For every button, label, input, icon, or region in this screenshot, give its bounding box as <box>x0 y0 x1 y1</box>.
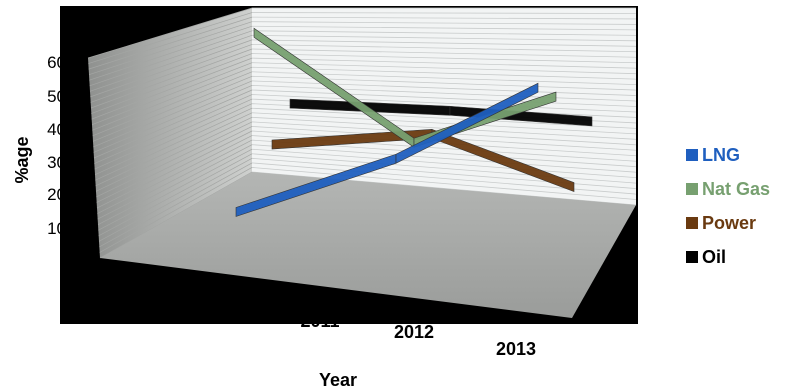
side-gridline <box>92 66 253 131</box>
side-gridline <box>98 148 253 231</box>
legend-label: LNG <box>702 144 740 165</box>
x-tick-label: 2013 <box>496 339 536 359</box>
y-tick-label: 40 <box>47 120 66 139</box>
series-lng <box>235 82 539 217</box>
side-gridline <box>96 126 253 203</box>
side-gridline <box>89 35 253 92</box>
back-wall-gridlines <box>251 7 637 206</box>
side-gridline <box>94 98 253 170</box>
side-wall-gridlines <box>87 7 253 259</box>
side-gridline <box>90 48 253 109</box>
side-gridline <box>91 62 253 125</box>
side-gridline <box>92 76 253 142</box>
side-gridline <box>99 162 253 248</box>
legend-swatch <box>686 183 698 195</box>
back-gridline <box>251 48 637 58</box>
back-gridline <box>251 16 637 20</box>
y-tick-label: 20 <box>47 185 66 204</box>
side-gridline <box>97 144 253 225</box>
y-tick-label: 50 <box>47 87 66 106</box>
side-gridline <box>92 71 253 137</box>
chart-legend: LNG Nat Gas Power Oil <box>686 138 796 274</box>
legend-item: Nat Gas <box>686 172 796 206</box>
side-gridline <box>93 85 253 153</box>
y-axis-ticks: 10 20 30 40 50 60 <box>47 53 66 238</box>
chart-floor <box>100 172 636 318</box>
back-gridline <box>251 34 637 42</box>
back-gridline <box>251 144 637 173</box>
side-gridline <box>88 21 253 75</box>
back-gridline <box>251 153 637 184</box>
series-segment <box>395 82 539 164</box>
side-gridline <box>89 25 253 81</box>
side-gridline <box>97 135 253 214</box>
side-gridline <box>93 89 253 159</box>
back-gridline <box>251 44 637 53</box>
side-gridline <box>98 153 253 237</box>
side-gridline <box>98 158 253 242</box>
back-gridline <box>251 62 637 75</box>
legend-label: Power <box>702 212 757 233</box>
side-gridline <box>88 16 253 70</box>
back-gridline <box>251 39 637 47</box>
side-gridline <box>91 53 253 114</box>
side-gridline <box>87 7 253 59</box>
side-wall <box>88 8 252 258</box>
back-gridline <box>251 30 637 36</box>
side-gridline <box>97 139 253 220</box>
back-gridline <box>251 53 637 64</box>
back-gridline <box>251 89 637 107</box>
legend-item: LNG <box>686 138 796 172</box>
legend-swatch <box>686 217 698 229</box>
back-gridline <box>251 130 637 157</box>
legend-label: Oil <box>702 246 727 267</box>
side-gridline <box>96 130 253 209</box>
back-gridline <box>251 21 637 25</box>
back-gridline <box>251 85 637 102</box>
back-gridline <box>251 148 637 179</box>
side-gridline <box>94 94 253 164</box>
y-tick-label: 10 <box>47 219 66 238</box>
back-gridline <box>251 57 637 69</box>
side-gridline <box>90 39 253 98</box>
side-gridline <box>99 167 253 253</box>
back-gridline <box>251 112 637 135</box>
side-gridline <box>95 112 253 187</box>
back-gridline <box>251 167 637 200</box>
series-layer <box>235 27 593 217</box>
side-gridline <box>96 121 253 198</box>
legend-swatch <box>686 149 698 161</box>
side-gridline <box>95 117 253 192</box>
side-gridline <box>88 12 253 64</box>
legend-label: Nat Gas <box>702 178 771 199</box>
x-tick-label: 2011 <box>300 311 339 331</box>
back-gridline <box>251 80 637 96</box>
x-axis-ticks: 2011 2012 2013 <box>300 311 536 359</box>
side-gridline <box>89 30 253 87</box>
side-gridline <box>90 44 253 103</box>
x-axis-label: Year <box>319 370 357 390</box>
back-gridline <box>251 12 637 14</box>
back-gridline <box>251 66 637 80</box>
legend-item: Oil <box>686 240 796 274</box>
back-gridline <box>251 94 637 113</box>
back-gridline <box>251 25 637 31</box>
y-tick-label: 60 <box>47 53 66 72</box>
y-axis-label: %age <box>12 136 32 183</box>
back-gridline <box>251 107 637 129</box>
legend-item: Power <box>686 206 796 240</box>
side-gridline <box>91 57 253 120</box>
x-tick-label: 2012 <box>394 322 434 342</box>
side-gridline <box>95 107 253 181</box>
side-gridline <box>94 103 253 175</box>
side-gridline <box>93 80 253 148</box>
legend-swatch <box>686 251 698 263</box>
y-tick-label: 30 <box>47 153 66 172</box>
